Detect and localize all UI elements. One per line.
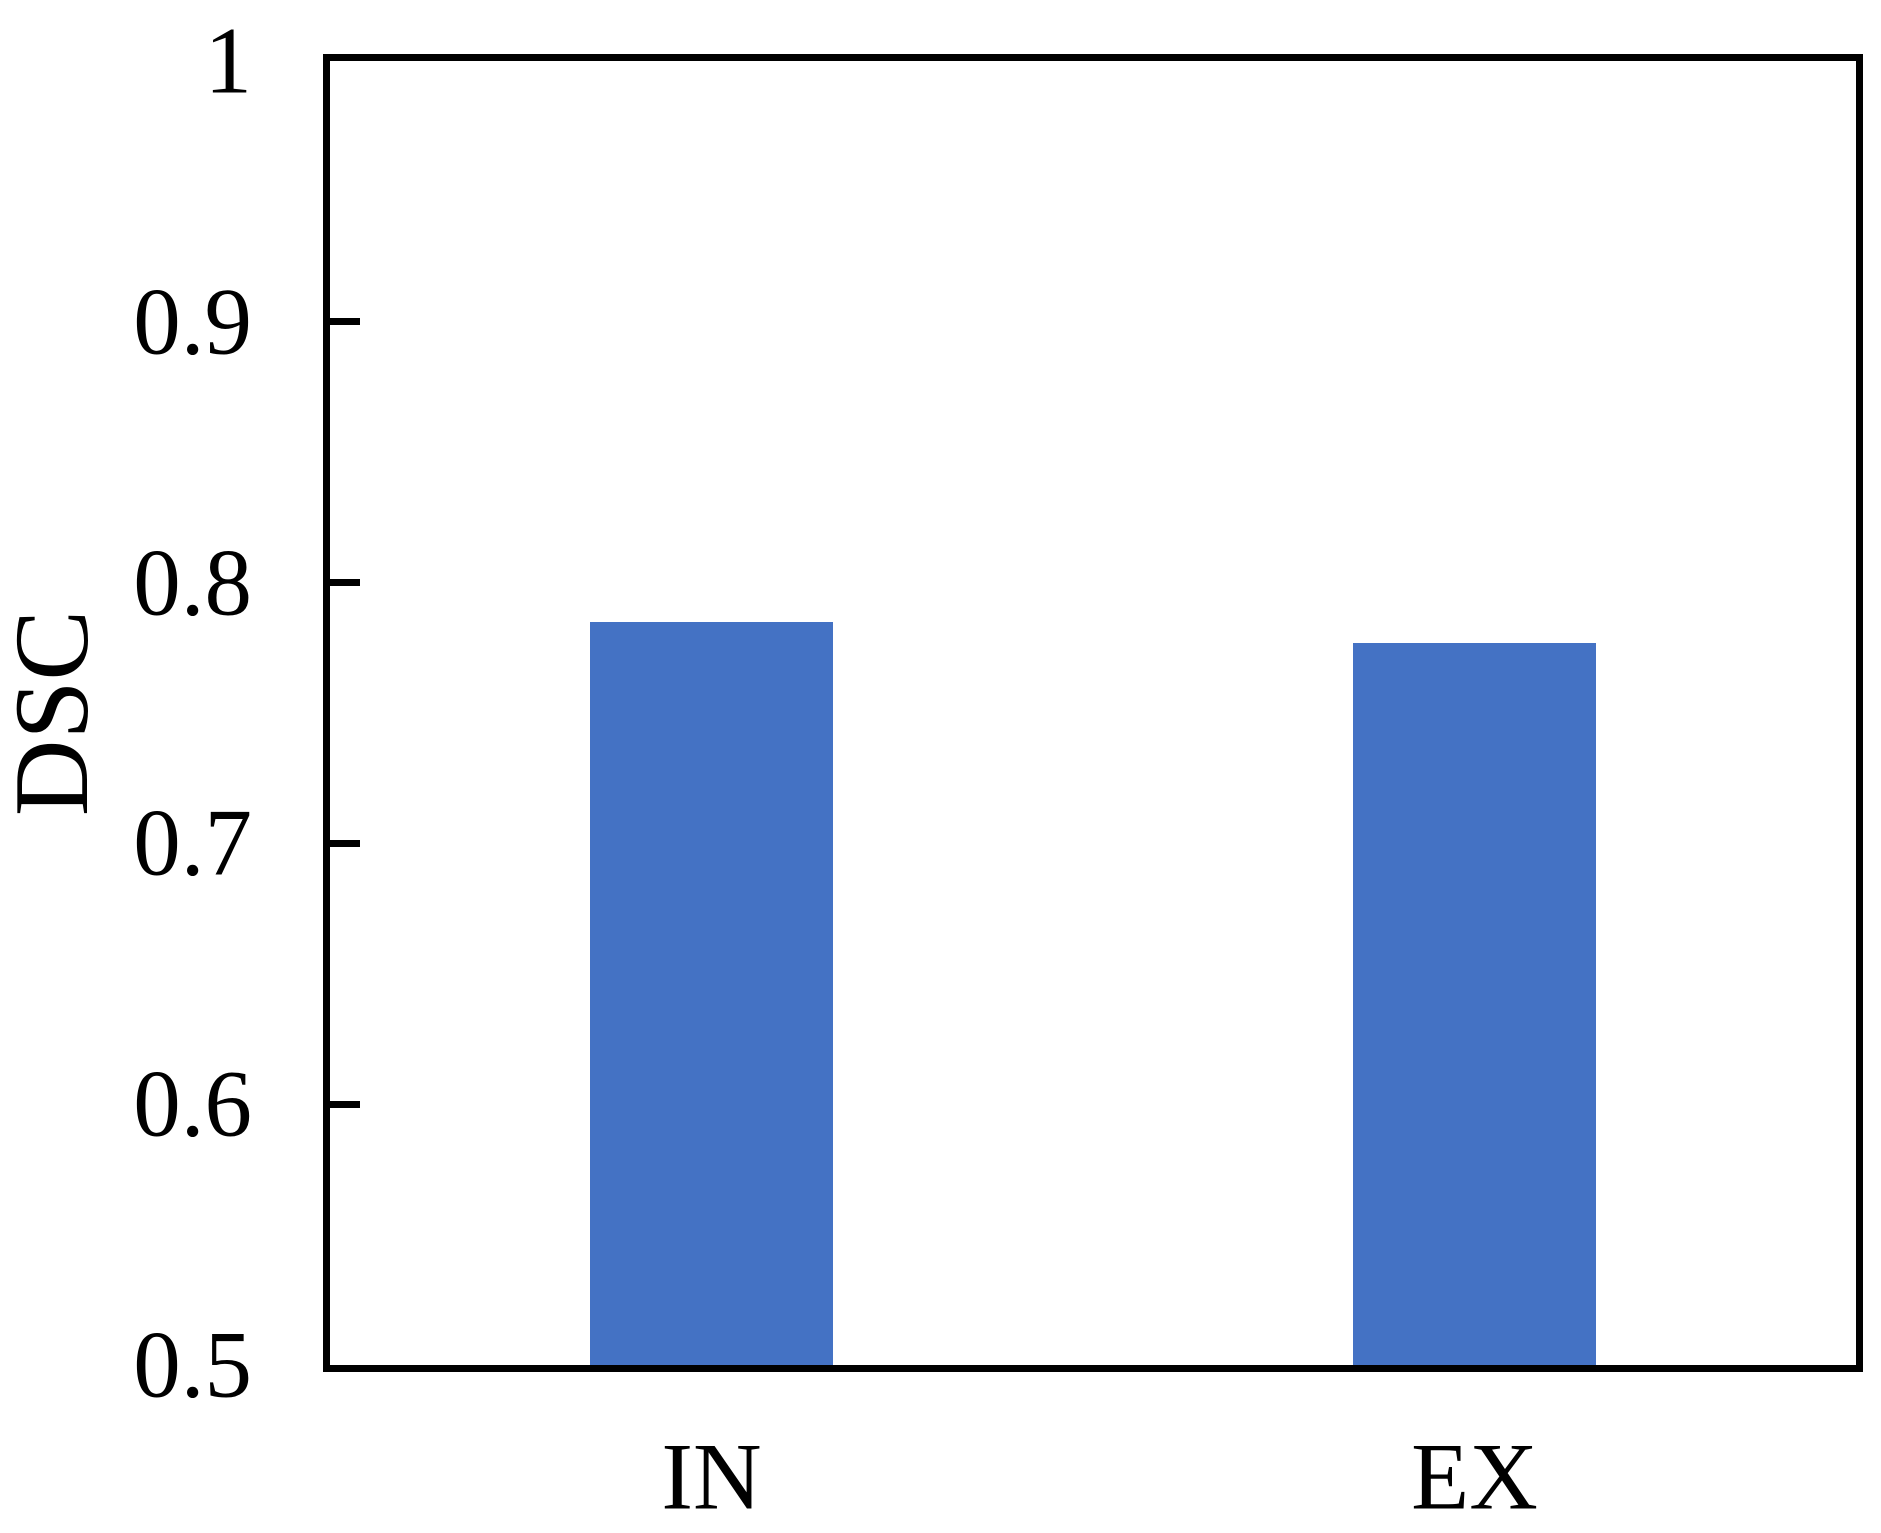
y-tick-mark [330, 579, 360, 587]
y-tick-mark [330, 1100, 360, 1108]
y-axis-tick-labels: 1 0.9 0.8 0.7 0.6 0.5 [0, 13, 252, 1412]
y-tick-label: 1 [204, 7, 253, 114]
bar-in [590, 621, 833, 1365]
y-tick-label: 0.5 [133, 1311, 252, 1418]
plot-area [323, 54, 1863, 1372]
y-tick-label: 0.9 [133, 268, 252, 375]
y-tick-label: 0.6 [133, 1050, 252, 1157]
x-tick-label-ex: EX [1411, 1423, 1538, 1530]
y-tick-mark [330, 839, 360, 847]
x-tick-label-in: IN [661, 1423, 762, 1530]
y-tick-mark [330, 318, 360, 326]
y-tick-label: 0.8 [133, 529, 252, 636]
y-tick-label: 0.7 [133, 789, 252, 896]
bar-ex [1353, 642, 1596, 1365]
